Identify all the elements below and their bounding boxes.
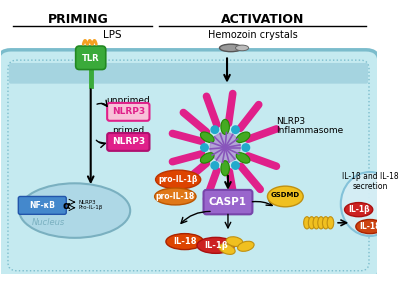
Ellipse shape [221,161,229,176]
FancyBboxPatch shape [18,197,66,214]
Ellipse shape [268,186,303,207]
Ellipse shape [238,241,254,251]
FancyBboxPatch shape [9,63,368,84]
Text: pro-IL-18: pro-IL-18 [156,192,195,201]
Ellipse shape [308,217,315,229]
Ellipse shape [356,219,384,233]
Text: PRIMING: PRIMING [48,13,109,26]
Text: IL-18: IL-18 [359,222,381,231]
Text: CASP1: CASP1 [209,197,247,207]
Ellipse shape [197,237,234,253]
Text: NLRP3: NLRP3 [112,137,145,146]
Text: Inflammasome: Inflammasome [276,126,343,135]
Circle shape [201,144,208,151]
Text: unprimed: unprimed [106,96,150,105]
FancyBboxPatch shape [107,133,150,151]
Text: NLRP3: NLRP3 [276,117,305,126]
Ellipse shape [341,172,399,236]
Text: LPS: LPS [103,30,122,40]
FancyBboxPatch shape [76,46,106,70]
Text: pro-IL-1β: pro-IL-1β [158,175,198,184]
Ellipse shape [313,217,320,229]
Ellipse shape [156,170,201,189]
Ellipse shape [327,217,334,229]
Circle shape [232,162,239,169]
Ellipse shape [200,132,214,142]
FancyBboxPatch shape [107,103,150,121]
Text: IL-18: IL-18 [173,237,196,246]
Circle shape [211,162,218,169]
Ellipse shape [221,119,229,135]
Text: GSDMD: GSDMD [271,191,300,198]
Ellipse shape [236,132,250,142]
Text: α: α [62,201,70,211]
Ellipse shape [226,237,243,246]
Text: NLRP3: NLRP3 [78,200,96,205]
Circle shape [232,126,239,133]
Text: primed: primed [112,126,144,135]
Text: NF-κB: NF-κB [29,201,55,210]
FancyBboxPatch shape [0,50,379,281]
Text: ACTIVATION: ACTIVATION [221,13,304,26]
Ellipse shape [236,45,249,51]
Text: IL-1β and IL-18
secretion: IL-1β and IL-18 secretion [342,172,398,191]
Text: Nucleus: Nucleus [32,218,65,227]
Ellipse shape [236,153,250,163]
Ellipse shape [318,217,324,229]
Ellipse shape [304,217,310,229]
Ellipse shape [200,153,214,163]
Text: IL-1β: IL-1β [204,241,228,250]
Text: NLRP3: NLRP3 [112,107,145,116]
Text: IL-1β: IL-1β [348,205,370,214]
Ellipse shape [220,44,242,52]
Circle shape [211,126,218,133]
Ellipse shape [344,202,373,217]
FancyBboxPatch shape [204,190,252,214]
Text: Hemozoin crystals: Hemozoin crystals [208,30,298,40]
Ellipse shape [219,244,235,254]
Text: TLR: TLR [82,54,100,63]
Ellipse shape [166,233,204,250]
Circle shape [210,133,240,163]
Circle shape [242,144,250,151]
Text: Pro-IL-1β: Pro-IL-1β [78,205,103,210]
Ellipse shape [155,188,196,205]
Ellipse shape [19,183,130,238]
Ellipse shape [322,217,329,229]
